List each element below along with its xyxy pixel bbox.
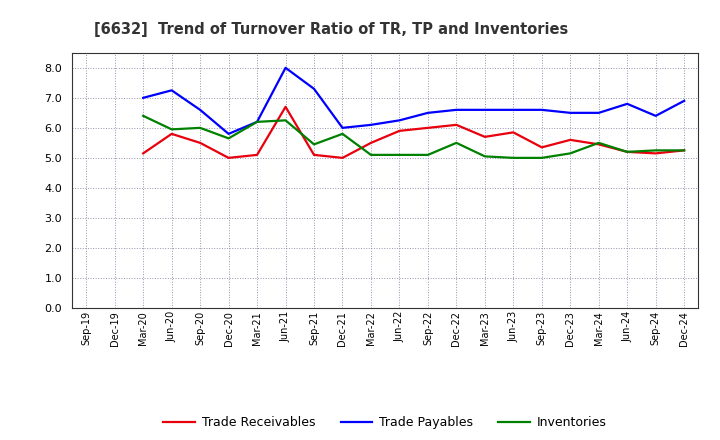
Line: Trade Payables: Trade Payables <box>143 68 684 134</box>
Trade Receivables <box>366 140 375 146</box>
Trade Payables <box>139 95 148 100</box>
Inventories <box>167 127 176 132</box>
Trade Payables <box>595 110 603 115</box>
Legend: Trade Receivables, Trade Payables, Inventories: Trade Receivables, Trade Payables, Inven… <box>158 411 612 434</box>
Trade Receivables <box>139 151 148 156</box>
Trade Receivables <box>680 148 688 153</box>
Inventories <box>537 155 546 161</box>
Trade Receivables <box>480 134 489 139</box>
Trade Receivables <box>509 130 518 135</box>
Trade Payables <box>395 118 404 123</box>
Trade Receivables <box>225 155 233 161</box>
Inventories <box>652 148 660 153</box>
Inventories <box>509 155 518 161</box>
Inventories <box>338 131 347 136</box>
Inventories <box>566 151 575 156</box>
Trade Payables <box>537 107 546 113</box>
Trade Receivables <box>253 152 261 158</box>
Trade Payables <box>310 86 318 92</box>
Line: Inventories: Inventories <box>143 116 684 158</box>
Trade Receivables <box>595 142 603 147</box>
Trade Receivables <box>566 137 575 143</box>
Inventories <box>480 154 489 159</box>
Text: [6632]  Trend of Turnover Ratio of TR, TP and Inventories: [6632] Trend of Turnover Ratio of TR, TP… <box>94 22 568 37</box>
Inventories <box>395 152 404 158</box>
Trade Payables <box>282 65 290 70</box>
Trade Payables <box>680 98 688 103</box>
Trade Payables <box>452 107 461 113</box>
Trade Payables <box>509 107 518 113</box>
Line: Trade Receivables: Trade Receivables <box>143 107 684 158</box>
Trade Receivables <box>423 125 432 131</box>
Trade Payables <box>366 122 375 128</box>
Inventories <box>139 113 148 118</box>
Inventories <box>225 136 233 141</box>
Trade Receivables <box>623 149 631 154</box>
Trade Receivables <box>395 128 404 133</box>
Trade Payables <box>652 113 660 118</box>
Inventories <box>423 152 432 158</box>
Inventories <box>196 125 204 131</box>
Inventories <box>452 140 461 146</box>
Trade Receivables <box>282 104 290 110</box>
Trade Receivables <box>452 122 461 128</box>
Inventories <box>680 148 688 153</box>
Trade Payables <box>225 131 233 136</box>
Trade Receivables <box>167 131 176 136</box>
Inventories <box>595 140 603 146</box>
Trade Payables <box>480 107 489 113</box>
Inventories <box>366 152 375 158</box>
Trade Payables <box>623 101 631 106</box>
Trade Receivables <box>310 152 318 158</box>
Trade Payables <box>338 125 347 131</box>
Inventories <box>282 118 290 123</box>
Trade Receivables <box>196 140 204 146</box>
Trade Payables <box>167 88 176 93</box>
Inventories <box>623 149 631 154</box>
Trade Receivables <box>537 145 546 150</box>
Inventories <box>253 119 261 125</box>
Trade Receivables <box>652 151 660 156</box>
Trade Payables <box>196 107 204 113</box>
Trade Payables <box>423 110 432 115</box>
Trade Receivables <box>338 155 347 161</box>
Trade Payables <box>253 119 261 125</box>
Inventories <box>310 142 318 147</box>
Trade Payables <box>566 110 575 115</box>
